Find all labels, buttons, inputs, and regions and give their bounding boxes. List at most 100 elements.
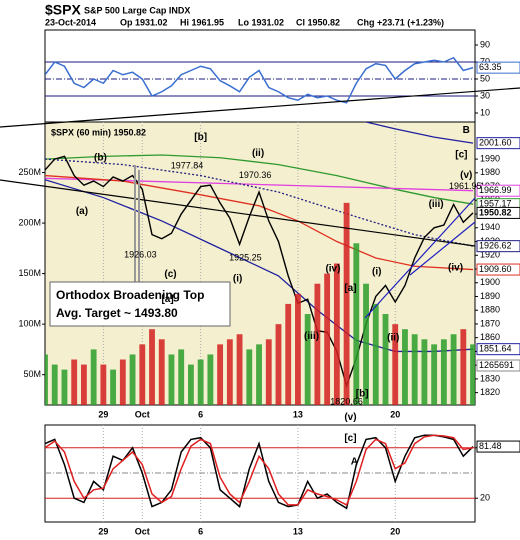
volume-bar [265, 339, 272, 405]
volume-bar [402, 329, 408, 405]
callout-box [49, 281, 231, 327]
annotation: (a) [76, 206, 88, 217]
value-box [476, 184, 520, 197]
panel-plot [45, 425, 475, 522]
volume-bar [382, 314, 389, 405]
volume-bar [440, 339, 447, 405]
volume-bar [246, 349, 253, 405]
volume-bar [431, 344, 438, 405]
volume-bar [285, 303, 292, 405]
volume-bar [217, 344, 224, 405]
volume-bar [71, 359, 78, 405]
value-box [476, 206, 520, 219]
y-tick-label: 10 [480, 107, 490, 117]
annotation: A [351, 457, 358, 468]
value-label: 1957.17 [479, 199, 512, 209]
y2-tick-label: 50M [23, 369, 41, 379]
x-tick-label: 6 [198, 409, 203, 419]
annotation: [a] [344, 283, 356, 294]
volume-bar [411, 334, 418, 405]
y-tick-label: 1980 [480, 167, 500, 177]
value-box [476, 440, 520, 453]
low: Lo 1931.02 [238, 17, 284, 27]
volume-bar [392, 324, 399, 405]
annotation: (v) [460, 170, 472, 181]
panel [44, 29, 476, 123]
volume-bar [149, 329, 155, 405]
index-name: S&P 500 Large Cap INDX [84, 5, 190, 15]
high: Hi 1961.95 [180, 17, 224, 27]
volume-bar [363, 283, 369, 405]
value-label: 1966.99 [479, 185, 512, 195]
annotation: (b) [94, 152, 107, 163]
annotation: 1961.95 [449, 181, 482, 191]
value-box [476, 343, 520, 356]
value-label: 1926.62 [479, 241, 512, 251]
volume-bar [236, 334, 243, 405]
annotation: 1926.03 [124, 250, 157, 260]
series-line [45, 155, 474, 389]
annotation: [c] [344, 433, 356, 444]
volume-bar [119, 359, 126, 405]
y-tick-label: 50 [480, 73, 490, 83]
date: 23-Oct-2014 [45, 17, 96, 27]
channel-line [364, 197, 476, 319]
overlay-line [45, 154, 474, 205]
overlay-line [365, 122, 474, 144]
trendline [0, 179, 476, 247]
volume-bar [304, 314, 311, 405]
volume-bar [197, 359, 204, 405]
annotation: 1970.36 [239, 170, 272, 180]
open: Op 1931.02 [120, 17, 168, 27]
annotation: [c] [455, 150, 467, 161]
volume-bar [256, 344, 262, 405]
annotation: (iii) [429, 199, 444, 210]
volume-bar [51, 364, 58, 405]
annotation: (c) [164, 269, 176, 280]
x-tick-label: 6 [198, 526, 203, 536]
value-box [476, 137, 520, 150]
volume-bar [314, 283, 321, 405]
value-box [476, 240, 520, 253]
volume-bar [188, 364, 194, 405]
series-line [45, 434, 474, 506]
x-tick-label: 13 [293, 526, 303, 536]
change: Chg +23.71 (+1.23%) [357, 17, 444, 27]
y-tick-label: 20 [480, 493, 490, 503]
volume-bar [178, 349, 185, 405]
volume-bar [450, 334, 457, 405]
annotation: (ii) [387, 332, 399, 343]
annotation: [a] [161, 294, 173, 305]
annotation: B [463, 125, 470, 136]
y-tick-label: 30 [480, 90, 490, 100]
volume-bar [207, 354, 214, 405]
annotation: [b] [356, 389, 369, 400]
channel-line [409, 221, 476, 276]
y-tick-label: 1860 [480, 332, 500, 342]
trendline [0, 87, 520, 128]
x-tick-label: Oct [135, 409, 150, 419]
series-line [45, 56, 474, 104]
overlay-line [45, 158, 474, 247]
y-tick-label: 1940 [480, 222, 500, 232]
value-label: 63.35 [479, 62, 502, 72]
volume-bar [168, 354, 175, 405]
x-tick-label: 20 [390, 409, 400, 419]
x-tick-label: Oct [135, 526, 150, 536]
x-tick-label: 29 [98, 526, 108, 536]
callout-line: Avg. Target ~ 1493.80 [56, 306, 178, 320]
close: Cl 1950.82 [296, 17, 340, 27]
value-box [476, 263, 520, 276]
volume-bar [343, 202, 350, 405]
ticker: $SPX [45, 2, 81, 18]
y-tick-label: 1920 [480, 250, 500, 260]
volume-bar [295, 293, 301, 405]
annotation: 1820.66 [330, 397, 363, 407]
annotation: (v) [344, 412, 356, 423]
volume-bar [460, 329, 467, 405]
volume-bar [353, 243, 360, 405]
y2-tick-label: 200M [18, 217, 41, 227]
annotation: [b] [194, 132, 207, 143]
annotation: (iii) [304, 331, 319, 342]
